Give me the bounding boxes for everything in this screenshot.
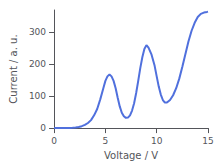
- svg-text:0: 0: [51, 136, 57, 146]
- svg-text:15: 15: [202, 136, 213, 146]
- svg-text:300: 300: [29, 27, 46, 37]
- svg-text:Current / a. u.: Current / a. u.: [8, 34, 19, 103]
- svg-text:200: 200: [29, 59, 46, 69]
- svg-text:Voltage / V: Voltage / V: [104, 150, 158, 161]
- svg-text:10: 10: [151, 136, 163, 146]
- svg-text:5: 5: [103, 136, 109, 146]
- svg-text:100: 100: [29, 91, 46, 101]
- svg-text:0: 0: [40, 123, 46, 133]
